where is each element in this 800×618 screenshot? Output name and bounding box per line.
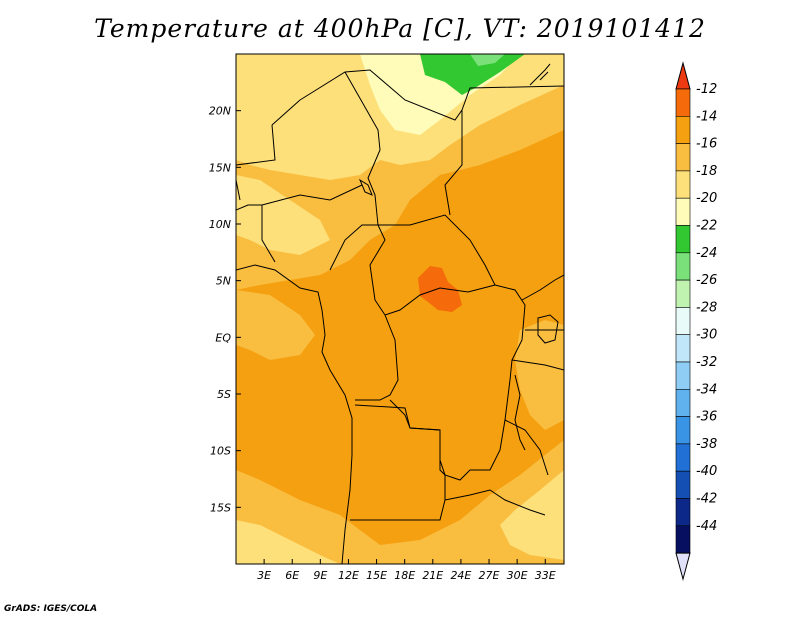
colorbar-swatch xyxy=(675,470,691,499)
colorbar-label: -24 xyxy=(696,246,717,261)
lat-label: 5S xyxy=(217,388,231,401)
lat-label: EQ xyxy=(215,331,231,344)
colorbar: -12 -14 -16 -18 -20 -22 -24 -26 -28 -30 -32 -34 -36 -… xyxy=(675,61,717,582)
lat-label: 20N xyxy=(209,105,231,118)
colorbar-swatch xyxy=(675,225,691,254)
lon-label: 9E xyxy=(313,569,327,582)
colorbar-swatch xyxy=(675,116,691,144)
lake-chad xyxy=(358,178,373,196)
field-yellow-west xyxy=(236,175,330,255)
field-yellow-southwest xyxy=(236,520,340,564)
border-sahara-middle xyxy=(236,99,301,166)
field-light-green xyxy=(470,54,505,66)
colorbar-swatch xyxy=(675,170,691,199)
country-borders xyxy=(236,63,564,564)
lat-label: 15S xyxy=(210,501,231,514)
lon-label: 21E xyxy=(422,569,443,582)
border-angola xyxy=(350,404,446,521)
colorbar-swatch xyxy=(675,361,691,390)
colorbar-label: -20 xyxy=(696,191,717,206)
border-nigeria-cameroon xyxy=(329,224,386,316)
border-chad-niger xyxy=(344,71,381,226)
colorbar-swatch xyxy=(675,334,691,363)
lon-label: 15E xyxy=(366,569,387,582)
colorbar-swatch xyxy=(675,388,691,417)
lon-label: 24E xyxy=(450,569,471,582)
colorbar-swatch xyxy=(675,279,691,308)
colorbar-label: -16 xyxy=(696,137,717,152)
colorbar-label: -40 xyxy=(696,464,717,479)
lat-label: 15N xyxy=(209,161,231,174)
colorbar-label: -22 xyxy=(696,219,717,234)
colorbar-bottom-arrow xyxy=(675,552,691,582)
temperature-field xyxy=(236,54,564,564)
lake-victoria xyxy=(537,314,559,344)
field-light-orange-east xyxy=(515,320,564,430)
border-west-africa xyxy=(236,179,276,263)
colorbar-label: -30 xyxy=(696,328,717,343)
field-green xyxy=(420,54,525,95)
border-zambia xyxy=(444,489,546,516)
longitude-axis: 3E 6E 9E 12E 15E 18E 21E 24E 27E 30E 33E xyxy=(257,559,556,582)
field-yellow-southeast xyxy=(500,470,564,560)
colorbar-swatch xyxy=(675,498,691,527)
lon-label: 6E xyxy=(285,569,299,582)
colorbar-swatch xyxy=(675,525,691,554)
grads-credit: GrADS: IGES/COLA xyxy=(4,604,98,614)
latitude-axis: 20N 15N 10N 5N EQ 5S 10S 15S xyxy=(209,105,241,514)
colorbar-label: -42 xyxy=(696,492,717,507)
border-east-africa xyxy=(504,274,564,476)
map-title: Temperature at 400hPa [C], VT: 201910141… xyxy=(94,14,706,43)
field-red-orange xyxy=(418,266,462,312)
colorbar-swatch xyxy=(675,443,691,472)
colorbar-label: -12 xyxy=(696,82,717,97)
lat-label: 10S xyxy=(210,445,231,458)
colorbar-swatch xyxy=(675,252,691,281)
coast-red-sea xyxy=(529,63,551,86)
colorbar-label: -26 xyxy=(696,273,717,288)
field-light-orange-south xyxy=(236,440,564,564)
colorbar-label: -18 xyxy=(696,164,717,179)
border-sahara-north xyxy=(299,69,564,121)
lon-label: 12E xyxy=(338,569,359,582)
colorbar-label: -28 xyxy=(696,300,717,315)
border-chad-sudan xyxy=(444,110,463,216)
lon-label: 30E xyxy=(507,569,528,582)
colorbar-swatch xyxy=(675,197,691,226)
colorbar-label: -14 xyxy=(696,109,717,124)
colorbar-swatch xyxy=(675,88,691,117)
lat-label: 10N xyxy=(209,218,231,231)
lon-label: 18E xyxy=(394,569,415,582)
lake-tanganyika xyxy=(514,374,526,451)
colorbar-swatch xyxy=(675,307,691,335)
colorbar-label: -32 xyxy=(696,355,717,370)
colorbar-label: -44 xyxy=(696,519,717,534)
border-congo-drc xyxy=(355,314,399,401)
colorbar-swatch xyxy=(675,416,691,445)
colorbar-top-arrow xyxy=(675,61,691,90)
map-frame xyxy=(235,53,565,565)
lat-label: 5N xyxy=(216,275,231,288)
lon-label: 33E xyxy=(535,569,556,582)
coastline-west xyxy=(236,264,353,564)
field-light-orange-west xyxy=(236,290,315,360)
colorbar-label: -36 xyxy=(696,410,717,425)
colorbar-label: -38 xyxy=(696,437,717,452)
lon-label: 3E xyxy=(257,569,271,582)
colorbar-label: -34 xyxy=(696,382,717,397)
colorbar-swatch xyxy=(675,143,691,172)
border-niger-nigeria xyxy=(261,184,363,206)
lon-label: 27E xyxy=(479,569,500,582)
